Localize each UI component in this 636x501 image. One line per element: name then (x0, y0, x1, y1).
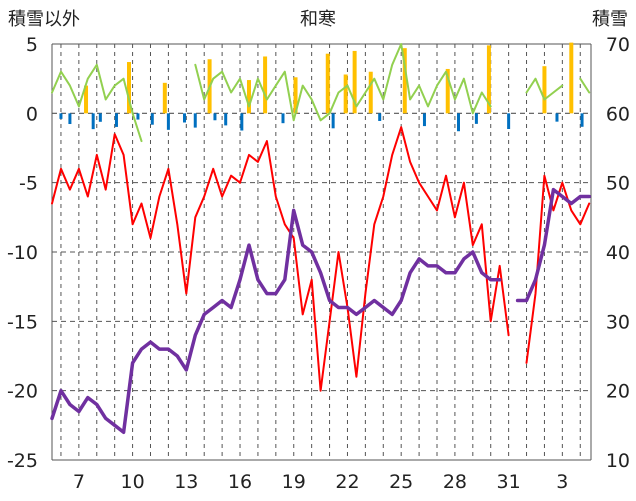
negative-bar (166, 113, 170, 130)
right-y-tick-label: 20 (606, 381, 630, 403)
right-y-tick-label: 10 (606, 450, 630, 472)
negative-bar (456, 113, 460, 132)
positive-bar (293, 77, 298, 114)
positive-bar (325, 53, 330, 114)
x-axis: 7 10 13 16 19 22 25 28 31 3 (73, 471, 569, 493)
positive-bar (542, 66, 547, 114)
positive-bar (263, 56, 268, 114)
left-y-axis: 5 0 -5 -10 -15 -20 -25 (7, 34, 38, 472)
left-y-tick-label: 5 (26, 34, 38, 56)
negative-bar (183, 113, 187, 123)
positive-bar (162, 82, 167, 114)
snow_depth-line (50, 187, 591, 435)
x-tick-label: 22 (335, 471, 359, 493)
right-axis-label: 積雪 (592, 9, 628, 30)
negative-bar (422, 113, 426, 127)
right-y-tick-label: 50 (606, 173, 630, 195)
positive-bar (343, 74, 348, 114)
negative-bar (474, 113, 478, 124)
right-y-tick-label: 70 (606, 34, 630, 56)
positive-bar (84, 85, 89, 114)
left-y-tick-label: 0 (26, 103, 38, 125)
negative-bar (331, 113, 335, 129)
positive-bar (402, 48, 407, 114)
positive-bar (352, 50, 357, 114)
chart-title: 和寒 (300, 9, 336, 30)
negative-bar (91, 113, 95, 130)
line-series (50, 43, 591, 435)
x-tick-label: 16 (228, 471, 252, 493)
negative-bar (59, 113, 63, 119)
x-tick-label: 25 (389, 471, 413, 493)
negative-bar (114, 113, 118, 127)
positive-bar (486, 45, 491, 114)
right-y-tick-label: 30 (606, 311, 630, 333)
x-tick-label: 3 (556, 471, 568, 493)
left-y-tick-label: -20 (7, 381, 38, 403)
left-axis-label: 積雪以外 (8, 9, 80, 30)
negative-bar (378, 113, 382, 121)
negative-bar (580, 113, 584, 127)
positive-bar (368, 71, 373, 114)
left-y-tick-label: -25 (7, 450, 38, 472)
positive-bar (445, 68, 450, 114)
left-y-tick-label: -5 (19, 173, 38, 195)
negative-bar (136, 113, 140, 120)
x-tick-label: 28 (443, 471, 467, 493)
x-tick-label: 19 (282, 471, 306, 493)
negative-bar (240, 113, 244, 131)
positive-bar (246, 80, 251, 114)
negative-bar (507, 113, 511, 130)
positive-bar (127, 62, 131, 114)
left-y-tick-label: -15 (7, 311, 38, 333)
x-tick-label: 7 (73, 471, 85, 493)
right-y-tick-label: 40 (606, 242, 630, 264)
negative-bar (213, 113, 217, 121)
left-y-tick-label: -10 (7, 242, 38, 264)
grid (51, 43, 592, 461)
right-y-axis: 70 60 50 40 30 20 10 (606, 34, 630, 472)
negative-bar (555, 113, 559, 122)
x-tick-label: 31 (497, 471, 521, 493)
negative-bar (98, 113, 102, 122)
bar-series (59, 42, 584, 132)
positive-bar (569, 42, 574, 114)
negative-bar (224, 113, 228, 126)
negative-bar (281, 113, 285, 124)
negative-bar (150, 113, 154, 125)
x-tick-label: 13 (174, 471, 198, 493)
negative-bar (193, 113, 197, 128)
right-y-tick-label: 60 (606, 103, 630, 125)
x-tick-label: 10 (120, 471, 144, 493)
negative-bar (68, 113, 72, 125)
humidity_like-line (51, 43, 591, 143)
